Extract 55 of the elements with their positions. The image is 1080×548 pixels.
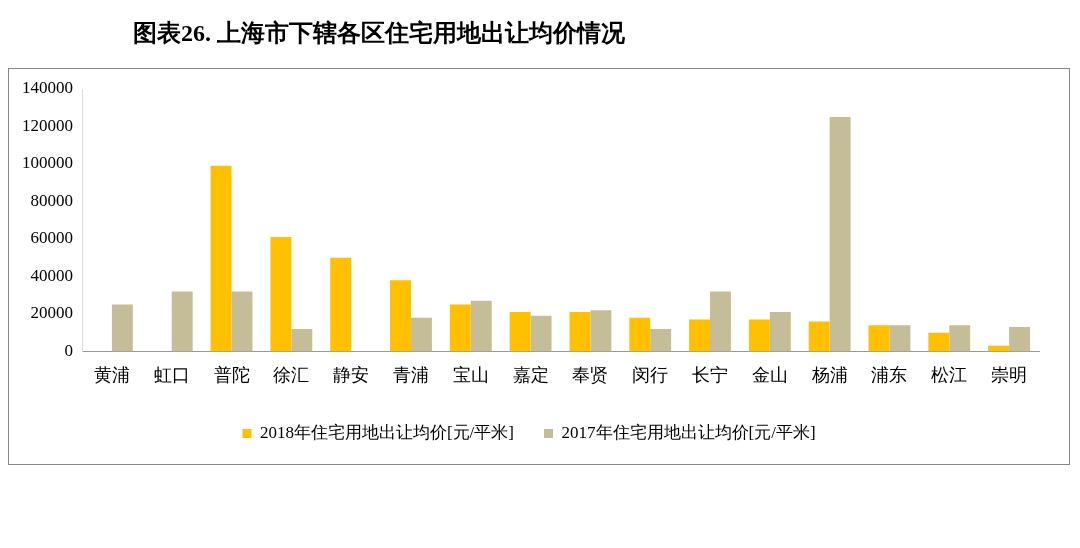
x-tick-label: 松江 bbox=[931, 364, 968, 385]
x-tick-label: 长宁 bbox=[692, 364, 729, 385]
bar bbox=[629, 317, 651, 352]
x-tick-label: 奉贤 bbox=[572, 364, 609, 385]
bar bbox=[949, 325, 971, 352]
x-tick-label: 宝山 bbox=[452, 364, 489, 385]
legend-label: 2018年住宅用地出让均价[元/平米] bbox=[259, 422, 514, 442]
bar bbox=[710, 291, 731, 352]
x-tick-label: 静安 bbox=[333, 364, 370, 385]
bar bbox=[449, 304, 471, 352]
legend-label: 2017年住宅用地出让均价[元/平米] bbox=[561, 422, 816, 442]
x-tick-label: 浦东 bbox=[871, 364, 908, 385]
bar bbox=[270, 237, 292, 352]
y-tick-label: 20000 bbox=[30, 303, 73, 323]
bar bbox=[889, 325, 911, 352]
bar bbox=[291, 328, 313, 352]
x-tick-label: 虹口 bbox=[153, 364, 190, 385]
bar bbox=[928, 332, 950, 352]
y-tick-label: 40000 bbox=[30, 265, 73, 285]
x-tick-label: 徐汇 bbox=[273, 364, 310, 385]
x-tick-label: 黄浦 bbox=[93, 364, 130, 385]
bar bbox=[829, 117, 851, 352]
bar bbox=[509, 312, 531, 352]
y-tick-label: 0 bbox=[64, 340, 73, 360]
x-tick-label: 金山 bbox=[751, 364, 788, 385]
y-tick-label: 140000 bbox=[22, 78, 73, 98]
y-tick-label: 60000 bbox=[30, 228, 73, 248]
bar bbox=[590, 310, 612, 352]
bar bbox=[530, 315, 552, 352]
bar bbox=[171, 291, 193, 352]
x-tick-label: 普陀 bbox=[213, 364, 250, 385]
bar bbox=[769, 312, 791, 352]
bar bbox=[330, 257, 352, 352]
bar bbox=[470, 300, 492, 352]
bar bbox=[650, 328, 672, 352]
x-tick-label: 青浦 bbox=[392, 364, 429, 385]
bar bbox=[111, 304, 133, 352]
x-tick-label: 崇明 bbox=[991, 364, 1028, 385]
bar bbox=[390, 280, 411, 352]
x-tick-label: 嘉定 bbox=[512, 364, 549, 385]
bar bbox=[689, 319, 711, 352]
bar bbox=[231, 291, 253, 352]
x-tick-label: 杨浦 bbox=[810, 364, 848, 385]
x-tick-label: 闵行 bbox=[632, 364, 669, 385]
bar bbox=[748, 319, 770, 352]
y-tick-label: 100000 bbox=[22, 153, 73, 173]
bar bbox=[808, 321, 830, 352]
bar bbox=[210, 165, 232, 352]
bar bbox=[1009, 327, 1031, 352]
bar bbox=[569, 312, 591, 352]
y-tick-label: 120000 bbox=[22, 115, 73, 135]
chart-title: 图表26. 上海市下辖各区住宅用地出让均价情况 bbox=[133, 19, 626, 48]
bar bbox=[410, 317, 432, 352]
y-tick-label: 80000 bbox=[30, 190, 73, 210]
bar bbox=[868, 325, 890, 352]
